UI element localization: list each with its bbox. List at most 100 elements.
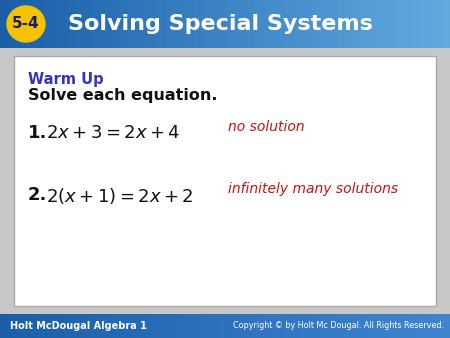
- Bar: [53, 0, 60, 48]
- Bar: [300, 0, 307, 48]
- Bar: [180, 314, 188, 338]
- Bar: [45, 314, 53, 338]
- Bar: [255, 0, 262, 48]
- Bar: [135, 0, 143, 48]
- Bar: [188, 314, 195, 338]
- Bar: [45, 0, 53, 48]
- Bar: [240, 0, 248, 48]
- Bar: [233, 0, 240, 48]
- Bar: [368, 0, 375, 48]
- Bar: [278, 0, 285, 48]
- Bar: [120, 314, 127, 338]
- Bar: [98, 314, 105, 338]
- Bar: [112, 314, 120, 338]
- Bar: [30, 0, 37, 48]
- Bar: [15, 0, 22, 48]
- Bar: [307, 0, 315, 48]
- Bar: [105, 0, 112, 48]
- Bar: [90, 0, 98, 48]
- Bar: [202, 0, 210, 48]
- Text: Copyright © by Holt Mc Dougal. All Rights Reserved.: Copyright © by Holt Mc Dougal. All Right…: [233, 321, 444, 331]
- Bar: [158, 314, 165, 338]
- Bar: [300, 314, 307, 338]
- Bar: [382, 0, 390, 48]
- Text: Warm Up: Warm Up: [28, 72, 104, 87]
- Bar: [82, 314, 90, 338]
- Bar: [8, 314, 15, 338]
- Bar: [292, 0, 300, 48]
- Bar: [195, 0, 202, 48]
- Bar: [37, 314, 45, 338]
- Bar: [270, 0, 278, 48]
- Text: Solve each equation.: Solve each equation.: [28, 88, 217, 103]
- Text: infinitely many solutions: infinitely many solutions: [228, 182, 398, 196]
- Bar: [195, 314, 202, 338]
- Bar: [15, 314, 22, 338]
- Bar: [233, 314, 240, 338]
- Bar: [442, 314, 450, 338]
- Bar: [172, 314, 180, 338]
- Bar: [30, 314, 37, 338]
- Bar: [0, 0, 450, 48]
- FancyBboxPatch shape: [14, 56, 436, 306]
- Text: Solving Special Systems: Solving Special Systems: [68, 14, 373, 34]
- Bar: [217, 314, 225, 338]
- Bar: [165, 0, 172, 48]
- Bar: [248, 0, 255, 48]
- Bar: [428, 314, 435, 338]
- Bar: [225, 0, 233, 48]
- Bar: [345, 314, 352, 338]
- Bar: [420, 0, 428, 48]
- Bar: [180, 0, 188, 48]
- Bar: [375, 0, 382, 48]
- Bar: [210, 314, 217, 338]
- Bar: [397, 0, 405, 48]
- Bar: [37, 0, 45, 48]
- Bar: [127, 0, 135, 48]
- Bar: [165, 314, 172, 338]
- Text: 2.: 2.: [28, 186, 47, 204]
- Bar: [330, 0, 338, 48]
- Bar: [22, 314, 30, 338]
- Bar: [248, 314, 255, 338]
- Bar: [428, 0, 435, 48]
- Bar: [75, 0, 82, 48]
- Bar: [285, 0, 293, 48]
- Bar: [352, 314, 360, 338]
- Bar: [210, 0, 217, 48]
- Bar: [172, 0, 180, 48]
- Bar: [60, 0, 68, 48]
- Bar: [285, 314, 293, 338]
- Bar: [0, 314, 8, 338]
- Bar: [255, 314, 262, 338]
- Bar: [217, 0, 225, 48]
- Bar: [390, 314, 397, 338]
- Bar: [413, 314, 420, 338]
- Text: no solution: no solution: [228, 120, 305, 134]
- Bar: [323, 314, 330, 338]
- Bar: [158, 0, 165, 48]
- Bar: [435, 0, 442, 48]
- Bar: [202, 314, 210, 338]
- Bar: [75, 314, 82, 338]
- Bar: [60, 314, 68, 338]
- Bar: [307, 314, 315, 338]
- Bar: [405, 314, 413, 338]
- Bar: [278, 314, 285, 338]
- Bar: [188, 0, 195, 48]
- Bar: [0, 0, 8, 48]
- Bar: [292, 314, 300, 338]
- Bar: [150, 0, 157, 48]
- Text: $2(x + 1) = 2x + 2$: $2(x + 1) = 2x + 2$: [46, 186, 194, 206]
- Bar: [382, 314, 390, 338]
- Bar: [53, 314, 60, 338]
- Bar: [352, 0, 360, 48]
- Bar: [405, 0, 413, 48]
- Bar: [345, 0, 352, 48]
- Bar: [105, 314, 112, 338]
- Bar: [413, 0, 420, 48]
- Bar: [368, 314, 375, 338]
- Bar: [22, 0, 30, 48]
- Bar: [240, 314, 248, 338]
- Bar: [315, 0, 323, 48]
